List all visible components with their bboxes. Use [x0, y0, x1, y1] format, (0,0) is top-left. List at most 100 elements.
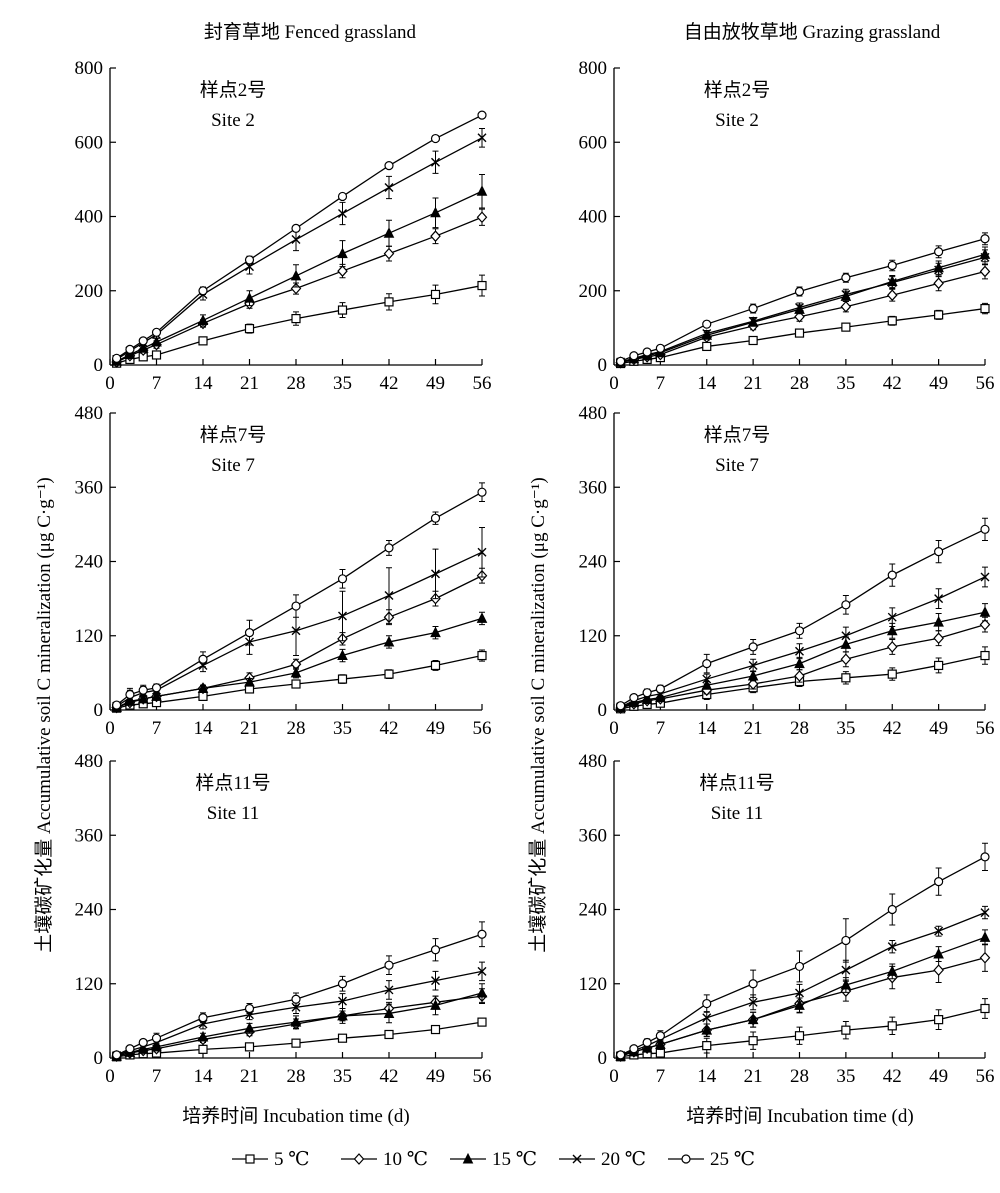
- y-tick-label: 240: [75, 900, 104, 921]
- data-point: [702, 1041, 712, 1051]
- data-point: [138, 336, 148, 346]
- data-point: [794, 999, 805, 1010]
- data-point: [934, 546, 944, 557]
- data-point: [430, 660, 441, 671]
- data-point: [655, 343, 665, 353]
- x-tick-label: 21: [744, 373, 763, 394]
- panel-label-cn: 样点11号: [699, 772, 774, 794]
- data-point: [430, 230, 441, 243]
- data-point: [125, 344, 135, 355]
- data-point: [291, 1002, 301, 1012]
- data-point: [197, 682, 209, 693]
- data-point: [337, 1033, 348, 1043]
- y-tick-label: 200: [579, 281, 608, 302]
- x-tick-label: 49: [426, 718, 445, 739]
- series-0: [112, 649, 487, 713]
- data-point: [841, 1025, 851, 1035]
- data-point: [979, 951, 991, 964]
- data-point: [291, 1038, 301, 1048]
- legend-marker: [353, 1153, 365, 1165]
- data-point: [384, 960, 394, 970]
- data-point: [795, 988, 804, 998]
- data-point: [430, 945, 441, 955]
- data-point: [886, 624, 898, 636]
- data-point: [430, 1024, 441, 1035]
- y-tick-label: 800: [75, 58, 104, 79]
- x-tick-label: 21: [240, 373, 259, 394]
- data-point: [616, 701, 626, 711]
- x-tick-label: 49: [426, 1066, 445, 1087]
- data-point: [794, 286, 805, 297]
- y-tick-label: 120: [75, 974, 104, 995]
- data-point: [886, 965, 898, 976]
- data-point: [840, 300, 852, 313]
- panel-label-en: Site 7: [715, 455, 759, 476]
- panel-label-cn: 样点7号: [200, 424, 267, 446]
- data-point: [430, 513, 441, 523]
- data-point: [337, 1009, 348, 1021]
- data-point: [702, 998, 712, 1009]
- data-point: [430, 133, 441, 144]
- data-point: [980, 524, 990, 534]
- data-point: [477, 966, 487, 976]
- legend-marker: [462, 1152, 474, 1164]
- series-2: [615, 603, 991, 713]
- data-point: [112, 700, 122, 710]
- y-tick-label: 480: [579, 403, 608, 424]
- data-point: [430, 206, 441, 218]
- data-point: [477, 650, 487, 661]
- y-tick-label: 120: [75, 626, 104, 647]
- data-point: [841, 322, 851, 332]
- x-tick-label: 42: [883, 1066, 902, 1087]
- data-point: [841, 273, 851, 283]
- panel-grazing-site-11: 0 120 240 360 480 0 7 14 21 28 35 42 49 56 样点11号 Site 1…: [579, 751, 995, 1087]
- x-tick-label: 35: [333, 373, 352, 394]
- panel-label-en: Site 2: [715, 110, 759, 131]
- panel-fenced-site-2: 0 200 400 600 800 0 7 14 21 28 35 42 49 56 样点2号 Site 2: [75, 58, 492, 394]
- series-line: [620, 856, 986, 1056]
- data-point: [197, 1030, 209, 1042]
- data-point: [244, 292, 255, 303]
- data-point: [841, 673, 851, 683]
- series-4: [616, 232, 990, 366]
- data-point: [244, 255, 255, 265]
- data-point: [151, 683, 162, 693]
- data-point: [290, 666, 302, 678]
- data-point: [748, 979, 758, 989]
- x-tick-label: 28: [790, 1066, 809, 1087]
- x-tick-label: 35: [333, 1066, 352, 1087]
- panel-label-en: Site 2: [211, 110, 255, 131]
- panel-grazing-site-2: 0 200 400 600 800 0 7 14 21 28 35 42 49 56 样点2号 Site 2: [579, 58, 995, 394]
- legend-marker: [681, 1154, 691, 1164]
- series-line: [620, 238, 986, 362]
- series-line: [116, 284, 483, 364]
- y-tick-label: 360: [75, 477, 104, 498]
- panel-label-en: Site 11: [207, 803, 260, 824]
- x-tick-label: 7: [152, 1066, 162, 1087]
- data-point: [887, 570, 897, 580]
- x-tick-label: 56: [473, 1066, 492, 1087]
- y-tick-label: 360: [75, 825, 104, 846]
- data-point: [747, 1013, 759, 1025]
- data-point: [476, 185, 488, 196]
- data-point: [642, 347, 652, 357]
- x-axis-label-right: 培养时间 Incubation time (d): [686, 1105, 913, 1127]
- data-point: [980, 650, 990, 661]
- data-point: [431, 569, 440, 579]
- data-point: [431, 157, 440, 167]
- data-point: [198, 1013, 208, 1023]
- data-point: [747, 669, 759, 681]
- data-point: [979, 606, 991, 617]
- x-tick-label: 7: [152, 718, 162, 739]
- x-tick-label: 42: [883, 718, 902, 739]
- data-point: [151, 1033, 162, 1043]
- y-tick-label: 120: [579, 974, 608, 995]
- data-point: [840, 978, 852, 990]
- y-tick-label: 0: [598, 700, 608, 721]
- data-point: [841, 289, 851, 299]
- x-tick-label: 0: [609, 373, 619, 394]
- data-point: [137, 342, 149, 353]
- data-point: [886, 289, 898, 302]
- legend-label: 20 ℃: [601, 1149, 646, 1170]
